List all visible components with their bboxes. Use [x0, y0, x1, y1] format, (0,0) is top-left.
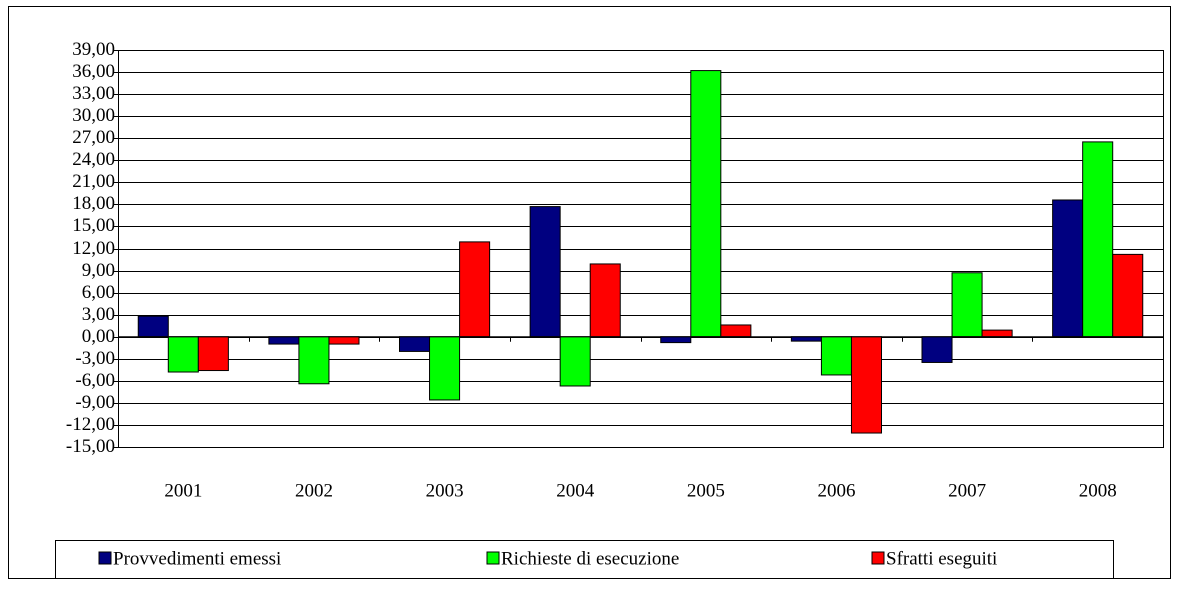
- y-tick-label: -3,00: [75, 348, 115, 369]
- legend-label: Provvedimenti emessi: [113, 548, 281, 569]
- y-tick-label: 33,00: [72, 83, 115, 104]
- legend-swatch: [98, 551, 112, 565]
- y-tick-label: 12,00: [72, 238, 115, 259]
- bar: [1052, 199, 1084, 338]
- bar: [328, 336, 360, 345]
- x-tick-label: 2005: [687, 480, 725, 501]
- y-tick-label: 18,00: [72, 193, 115, 214]
- bar: [268, 336, 300, 345]
- y-tick-label: -15,00: [66, 436, 115, 457]
- bar: [529, 206, 561, 338]
- bar: [1112, 253, 1144, 338]
- legend-label: Richieste di esecuzione: [501, 548, 679, 569]
- bar: [720, 324, 752, 338]
- bar: [1082, 141, 1114, 338]
- bar: [197, 336, 229, 372]
- bar: [951, 272, 983, 338]
- y-tick-label: 0,00: [82, 326, 115, 347]
- y-tick-label: 27,00: [72, 127, 115, 148]
- y-tick-label: 3,00: [82, 304, 115, 325]
- x-tick-label: 2001: [164, 480, 202, 501]
- bar: [850, 336, 883, 434]
- y-tick-label: -9,00: [75, 392, 115, 413]
- x-tick-label: 2003: [426, 480, 464, 501]
- bar: [429, 336, 461, 401]
- y-tick-label: 30,00: [72, 105, 115, 126]
- bar: [820, 336, 852, 376]
- y-tick-label: -12,00: [66, 414, 115, 435]
- y-tick-label: 24,00: [72, 149, 115, 170]
- bar: [559, 336, 591, 387]
- bar: [790, 336, 822, 342]
- bar: [137, 315, 169, 338]
- legend-box: [55, 540, 1114, 579]
- bar: [398, 336, 431, 352]
- legend-label: Sfratti eseguiti: [886, 548, 997, 569]
- bar: [690, 70, 722, 338]
- y-tick-label: 9,00: [82, 260, 115, 281]
- bar: [981, 329, 1013, 338]
- bar: [459, 241, 491, 338]
- bar: [298, 336, 330, 385]
- legend-swatch: [871, 551, 885, 565]
- y-tick-label: 15,00: [72, 215, 115, 236]
- x-tick-label: 2007: [948, 480, 986, 501]
- bar: [660, 336, 692, 344]
- legend-swatch: [486, 551, 500, 565]
- x-tick-label: 2002: [295, 480, 333, 501]
- x-tick-label: 2008: [1079, 480, 1117, 501]
- bar: [167, 336, 199, 373]
- bar: [589, 263, 621, 338]
- x-tick-label: 2006: [817, 480, 855, 501]
- bar: [921, 336, 953, 363]
- y-tick-label: -6,00: [75, 370, 115, 391]
- y-tick-label: 36,00: [72, 61, 115, 82]
- x-tick-label: 2004: [556, 480, 595, 501]
- y-tick-label: 39,00: [72, 39, 115, 60]
- y-tick-label: 21,00: [72, 171, 115, 192]
- y-tick-label: 6,00: [82, 282, 115, 303]
